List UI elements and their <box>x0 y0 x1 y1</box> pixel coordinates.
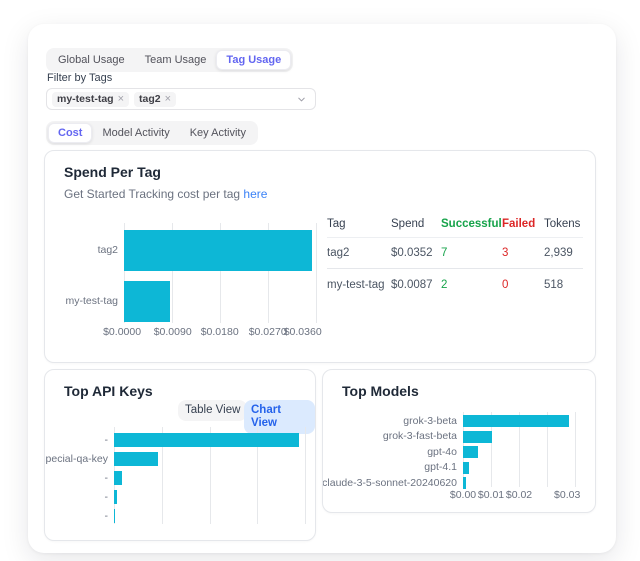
table-row: tag2 $0.0352 7 3 2,939 <box>327 238 583 269</box>
gridline <box>124 223 125 323</box>
spend-per-tag-card: Spend Per Tag Get Started Tracking cost … <box>44 150 596 363</box>
cell-successful: 2 <box>441 279 448 291</box>
bar <box>114 490 118 504</box>
y-axis-label: grok-3-fast-beta <box>382 430 457 442</box>
cell-tokens: 2,939 <box>544 247 573 259</box>
top-models-card: Top Models grok-3-beta grok-3-fast-beta gp… <box>322 369 596 513</box>
view-tabs: Cost Model Activity Key Activity <box>46 121 258 145</box>
top-api-keys-card: Top API Keys Table View Chart View - peci… <box>44 369 316 541</box>
gridline <box>268 223 269 323</box>
y-axis-label: gpt-4.1 <box>424 461 457 473</box>
bar <box>114 433 300 447</box>
tag-filter-select[interactable]: my-test-tag × tag2 × <box>46 88 316 110</box>
gridline <box>305 427 306 524</box>
usage-dashboard-panel: Global Usage Team Usage Tag Usage Filter… <box>28 24 616 553</box>
y-axis-label: tag2 <box>97 243 118 256</box>
gridline <box>519 412 520 487</box>
table-header-row: Tag Spend Successful Failed Tokens <box>327 211 583 238</box>
top-api-keys-chart: - pecial-qa-key - - - <box>45 370 315 540</box>
x-axis-tick: $0.02 <box>505 489 533 501</box>
bar <box>114 471 123 485</box>
bar <box>463 415 570 427</box>
cell-failed: 3 <box>502 247 509 259</box>
gridline <box>491 412 492 487</box>
gridline <box>316 223 317 323</box>
x-axis-tick: $0.0360 <box>283 326 322 338</box>
bar <box>124 281 171 322</box>
tag-chip-label: tag2 <box>139 92 161 105</box>
bar <box>114 452 158 466</box>
spend-per-tag-title: Spend Per Tag <box>64 164 161 180</box>
table-view-button[interactable]: Table View <box>178 400 248 421</box>
column-header-failed: Failed <box>502 218 536 230</box>
cell-tag: tag2 <box>327 247 350 259</box>
y-axis-label: - <box>104 471 109 484</box>
cell-failed: 0 <box>502 279 509 291</box>
tab-cost[interactable]: Cost <box>48 123 93 143</box>
table-row: my-test-tag $0.0087 2 0 518 <box>327 269 583 301</box>
y-axis-label: claude-3-5-sonnet-20240620 <box>323 476 457 489</box>
gridline <box>161 427 163 524</box>
tab-team-usage[interactable]: Team Usage <box>144 54 207 66</box>
cell-successful: 7 <box>441 247 448 259</box>
bar <box>124 229 312 271</box>
y-axis-label: - <box>104 433 109 446</box>
tab-key-activity[interactable]: Key Activity <box>189 127 246 139</box>
tab-model-activity[interactable]: Model Activity <box>102 127 170 139</box>
y-axis-label: pecial-qa-key <box>45 452 108 465</box>
gridline <box>575 412 576 487</box>
x-axis-tick: $0.0180 <box>200 326 239 338</box>
bar <box>463 430 493 443</box>
tab-tag-usage[interactable]: Tag Usage <box>216 50 292 70</box>
x-axis-tick: $0.01 <box>477 489 505 501</box>
usage-tabs: Global Usage Team Usage Tag Usage <box>46 48 294 72</box>
spend-per-tag-subtitle: Get Started Tracking cost per tag here <box>64 187 267 201</box>
filter-by-tags-label: Filter by Tags <box>47 72 113 84</box>
column-header-spend: Spend <box>391 218 425 230</box>
y-axis-label: - <box>104 490 109 503</box>
gridline <box>257 427 259 524</box>
cell-spend: $0.0087 <box>391 279 433 291</box>
chevron-down-icon <box>296 94 307 105</box>
column-header-tokens: Tokens <box>544 218 581 230</box>
spend-per-tag-chart: tag2 my-test-tag $0.0000 $0.0090 $0.0180 $0.0… <box>45 151 595 362</box>
x-axis-tick: $0.0270 <box>248 326 287 338</box>
tab-global-usage[interactable]: Global Usage <box>58 54 125 66</box>
top-models-title: Top Models <box>342 383 419 399</box>
column-header-successful: Successful <box>441 218 502 230</box>
x-axis-tick: $0.0000 <box>103 326 142 338</box>
bar <box>114 509 115 523</box>
chart-view-button[interactable]: Chart View <box>244 400 315 434</box>
x-axis-tick: $0.03 <box>554 489 581 501</box>
spend-table: Tag Spend Successful Failed Tokens tag2 … <box>327 211 583 301</box>
bar <box>463 477 466 489</box>
tag-chip-tag2: tag2 × <box>134 91 177 107</box>
top-models-chart: grok-3-beta grok-3-fast-beta gpt-4o gpt-4.1… <box>323 370 595 512</box>
tag-chip-label: my-test-tag <box>57 92 114 105</box>
remove-tag-icon[interactable]: × <box>117 93 125 105</box>
cell-spend: $0.0352 <box>391 247 433 259</box>
y-axis-label: grok-3-beta <box>403 414 457 427</box>
x-axis-tick: $0.00 <box>449 489 477 501</box>
gridline <box>220 223 221 323</box>
here-link[interactable]: here <box>243 187 268 201</box>
gridline <box>172 223 173 323</box>
gridline <box>209 427 211 524</box>
gridline <box>547 412 548 487</box>
y-axis-label: - <box>104 509 109 522</box>
y-axis-label: gpt-4o <box>427 445 457 458</box>
cell-tokens: 518 <box>544 279 564 291</box>
x-axis-tick: $0.0090 <box>153 326 192 338</box>
tag-chip-my-test-tag: my-test-tag × <box>52 91 130 107</box>
subtitle-text: Get Started Tracking cost per tag <box>64 187 244 201</box>
top-api-keys-title: Top API Keys <box>64 383 153 399</box>
y-axis-label: my-test-tag <box>65 295 118 307</box>
bar <box>463 461 470 474</box>
column-header-tag: Tag <box>327 218 346 230</box>
cell-tag: my-test-tag <box>327 279 385 291</box>
bar <box>463 446 479 458</box>
remove-tag-icon[interactable]: × <box>164 93 172 105</box>
